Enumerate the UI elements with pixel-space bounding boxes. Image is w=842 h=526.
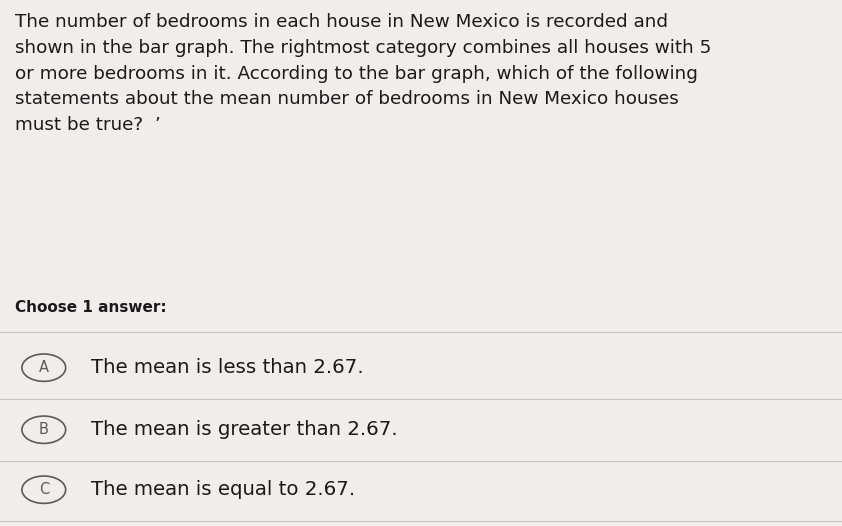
Text: The mean is greater than 2.67.: The mean is greater than 2.67. — [91, 420, 397, 439]
Text: A: A — [39, 360, 49, 375]
Text: Choose 1 answer:: Choose 1 answer: — [15, 300, 167, 315]
Text: B: B — [39, 422, 49, 437]
Text: The mean is equal to 2.67.: The mean is equal to 2.67. — [91, 480, 355, 499]
Text: The number of bedrooms in each house in New Mexico is recorded and
shown in the : The number of bedrooms in each house in … — [15, 13, 711, 134]
Text: C: C — [39, 482, 49, 497]
Text: The mean is less than 2.67.: The mean is less than 2.67. — [91, 358, 364, 377]
